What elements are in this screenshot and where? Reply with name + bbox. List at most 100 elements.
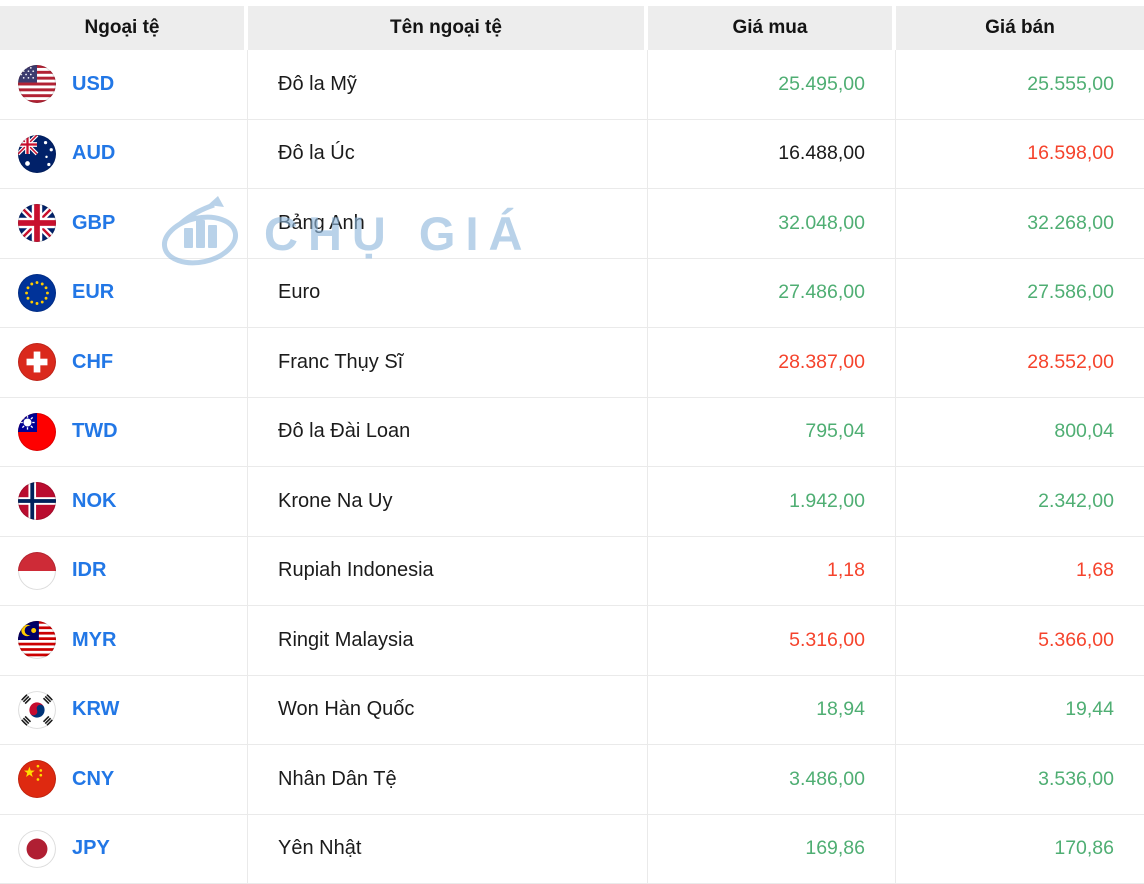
currency-name: Nhân Dân Tệ <box>278 767 397 790</box>
sell-price: 19,44 <box>1065 698 1114 721</box>
buy-price-cell: 1.942,00 <box>648 467 896 537</box>
table-row: EUR Euro 27.486,00 27.586,00 <box>0 258 1144 328</box>
currency-code-link[interactable]: AUD <box>72 142 116 165</box>
myr-flag-icon <box>18 621 56 660</box>
table-row: JPY Yên Nhật 169,86 170,86 <box>0 814 1144 884</box>
buy-price: 1.942,00 <box>789 489 865 512</box>
currency-name-cell: Đô la Úc <box>248 119 648 189</box>
sell-price-cell: 170,86 <box>896 815 1144 884</box>
usd-flag-icon <box>18 65 56 104</box>
currency-code-link[interactable]: EUR <box>72 281 115 304</box>
buy-price-cell: 18,94 <box>648 675 896 745</box>
buy-price: 169,86 <box>805 837 865 860</box>
buy-price: 5.316,00 <box>789 628 865 651</box>
currency-code-link[interactable]: JPY <box>72 837 110 860</box>
buy-price: 16.488,00 <box>778 142 865 165</box>
cny-flag-icon <box>18 760 56 799</box>
buy-price-cell: 169,86 <box>648 814 896 884</box>
buy-price-cell: 27.486,00 <box>648 258 896 328</box>
currency-name: Bảng Anh <box>278 211 365 234</box>
jpy-flag-icon <box>18 829 56 868</box>
header-gia-ban: Giá bán <box>896 6 1144 50</box>
sell-price-cell: 27.586,00 <box>896 259 1144 328</box>
currency-cell: IDR <box>0 536 248 606</box>
krw-flag-icon <box>18 690 56 729</box>
table-header: Ngoại tệ Tên ngoại tệ Giá mua Giá bán <box>0 6 1144 50</box>
sell-price: 27.586,00 <box>1027 281 1114 304</box>
sell-price: 170,86 <box>1054 837 1114 860</box>
buy-price: 18,94 <box>816 698 865 721</box>
sell-price-cell: 16.598,00 <box>896 120 1144 189</box>
currency-cell: AUD <box>0 119 248 189</box>
sell-price-cell: 1,68 <box>896 537 1144 606</box>
currency-cell: CNY <box>0 745 248 815</box>
currency-cell: CHF <box>0 328 248 398</box>
currency-code-link[interactable]: GBP <box>72 211 116 234</box>
currency-name: Euro <box>278 281 321 304</box>
buy-price: 28.387,00 <box>778 350 865 373</box>
table-row: AUD Đô la Úc 16.488,00 16.598,00 <box>0 119 1144 189</box>
table-row: TWD Đô la Đài Loan 795,04 800,04 <box>0 397 1144 467</box>
currency-cell: USD <box>0 50 248 120</box>
buy-price-cell: 28.387,00 <box>648 328 896 398</box>
buy-price: 3.486,00 <box>789 767 865 790</box>
sell-price: 32.268,00 <box>1027 211 1114 234</box>
buy-price: 32.048,00 <box>778 211 865 234</box>
sell-price-cell: 3.536,00 <box>896 745 1144 815</box>
sell-price: 25.555,00 <box>1027 72 1114 95</box>
currency-name-cell: Euro <box>248 258 648 328</box>
currency-name-cell: Krone Na Uy <box>248 467 648 537</box>
currency-name: Franc Thụy Sĩ <box>278 350 404 373</box>
eur-flag-icon <box>18 273 56 312</box>
table-body: USD Đô la Mỹ 25.495,00 25.555,00 AUD Đô … <box>0 50 1144 884</box>
currency-name: Yên Nhật <box>278 837 362 860</box>
buy-price-cell: 32.048,00 <box>648 189 896 259</box>
table-row: CNY Nhân Dân Tệ 3.486,00 3.536,00 <box>0 745 1144 815</box>
currency-name-cell: Rupiah Indonesia <box>248 536 648 606</box>
twd-flag-icon <box>18 412 56 451</box>
table-row: GBP Bảng Anh 32.048,00 32.268,00 <box>0 189 1144 259</box>
sell-price-cell: 25.555,00 <box>896 50 1144 120</box>
currency-cell: KRW <box>0 675 248 745</box>
currency-name: Ringit Malaysia <box>278 628 414 651</box>
buy-price-cell: 3.486,00 <box>648 745 896 815</box>
currency-name-cell: Đô la Đài Loan <box>248 397 648 467</box>
currency-code-link[interactable]: MYR <box>72 628 117 651</box>
idr-flag-icon <box>18 551 56 590</box>
buy-price-cell: 5.316,00 <box>648 606 896 676</box>
currency-cell: GBP <box>0 189 248 259</box>
header-ngoai-te: Ngoại tệ <box>0 6 244 50</box>
table-row: IDR Rupiah Indonesia 1,18 1,68 <box>0 536 1144 606</box>
currency-code-link[interactable]: NOK <box>72 489 117 512</box>
buy-price: 25.495,00 <box>778 72 865 95</box>
table-row: NOK Krone Na Uy 1.942,00 2.342,00 <box>0 467 1144 537</box>
currency-cell: TWD <box>0 397 248 467</box>
buy-price-cell: 1,18 <box>648 536 896 606</box>
currency-name: Rupiah Indonesia <box>278 559 434 582</box>
sell-price-cell: 32.268,00 <box>896 189 1144 259</box>
sell-price-cell: 2.342,00 <box>896 467 1144 537</box>
currency-cell: EUR <box>0 258 248 328</box>
table-row: CHF Franc Thụy Sĩ 28.387,00 28.552,00 <box>0 328 1144 398</box>
currency-code-link[interactable]: IDR <box>72 559 107 582</box>
currency-code-link[interactable]: USD <box>72 72 115 95</box>
buy-price-cell: 795,04 <box>648 397 896 467</box>
currency-name: Đô la Úc <box>278 142 355 165</box>
sell-price-cell: 5.366,00 <box>896 606 1144 676</box>
sell-price: 3.536,00 <box>1038 767 1114 790</box>
currency-cell: NOK <box>0 467 248 537</box>
currency-cell: JPY <box>0 814 248 884</box>
aud-flag-icon <box>18 134 56 173</box>
currency-code-link[interactable]: KRW <box>72 698 120 721</box>
currency-code-link[interactable]: CHF <box>72 350 114 373</box>
sell-price: 800,04 <box>1054 420 1114 443</box>
currency-code-link[interactable]: CNY <box>72 767 115 790</box>
currency-code-link[interactable]: TWD <box>72 420 118 443</box>
nok-flag-icon <box>18 482 56 521</box>
currency-name-cell: Won Hàn Quốc <box>248 675 648 745</box>
buy-price-cell: 25.495,00 <box>648 50 896 120</box>
sell-price: 28.552,00 <box>1027 350 1114 373</box>
currency-name-cell: Nhân Dân Tệ <box>248 745 648 815</box>
buy-price: 795,04 <box>805 420 865 443</box>
sell-price: 5.366,00 <box>1038 628 1114 651</box>
